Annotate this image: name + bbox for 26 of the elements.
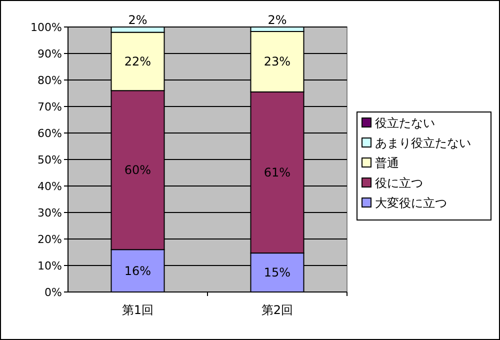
y-tick-label: 20% xyxy=(38,233,62,246)
y-tick-label: 50% xyxy=(38,154,62,166)
legend-label: 役立たない xyxy=(375,116,435,130)
data-label: 15% xyxy=(264,266,291,280)
y-tick-label: 90% xyxy=(38,48,62,60)
legend-label: 大変役に立つ xyxy=(375,196,447,210)
y-tick-label: 70% xyxy=(38,100,62,114)
data-label: 61% xyxy=(264,165,291,180)
data-label: 23% xyxy=(264,54,291,69)
legend-label: 普通 xyxy=(375,156,399,170)
x-tick-label: 第1回 xyxy=(122,303,154,317)
data-label: 60% xyxy=(124,163,152,178)
y-tick-label: 40% xyxy=(38,180,62,193)
data-label: 16% xyxy=(124,264,152,278)
data-label: 2% xyxy=(128,13,148,27)
y-tick-label: 100% xyxy=(30,21,62,34)
legend-label: 役に立つ xyxy=(375,176,423,190)
y-tick-label: 10% xyxy=(38,260,62,272)
legend-label: あまり役立たない xyxy=(375,136,471,150)
data-label: 22% xyxy=(124,54,152,68)
y-tick-label: 30% xyxy=(38,206,62,220)
x-tick-label: 第2回 xyxy=(261,303,294,317)
y-tick-label: 0% xyxy=(44,286,62,299)
y-tick-label: 80% xyxy=(38,74,62,87)
y-tick-label: 60% xyxy=(38,127,62,140)
data-label: 2% xyxy=(268,13,287,27)
